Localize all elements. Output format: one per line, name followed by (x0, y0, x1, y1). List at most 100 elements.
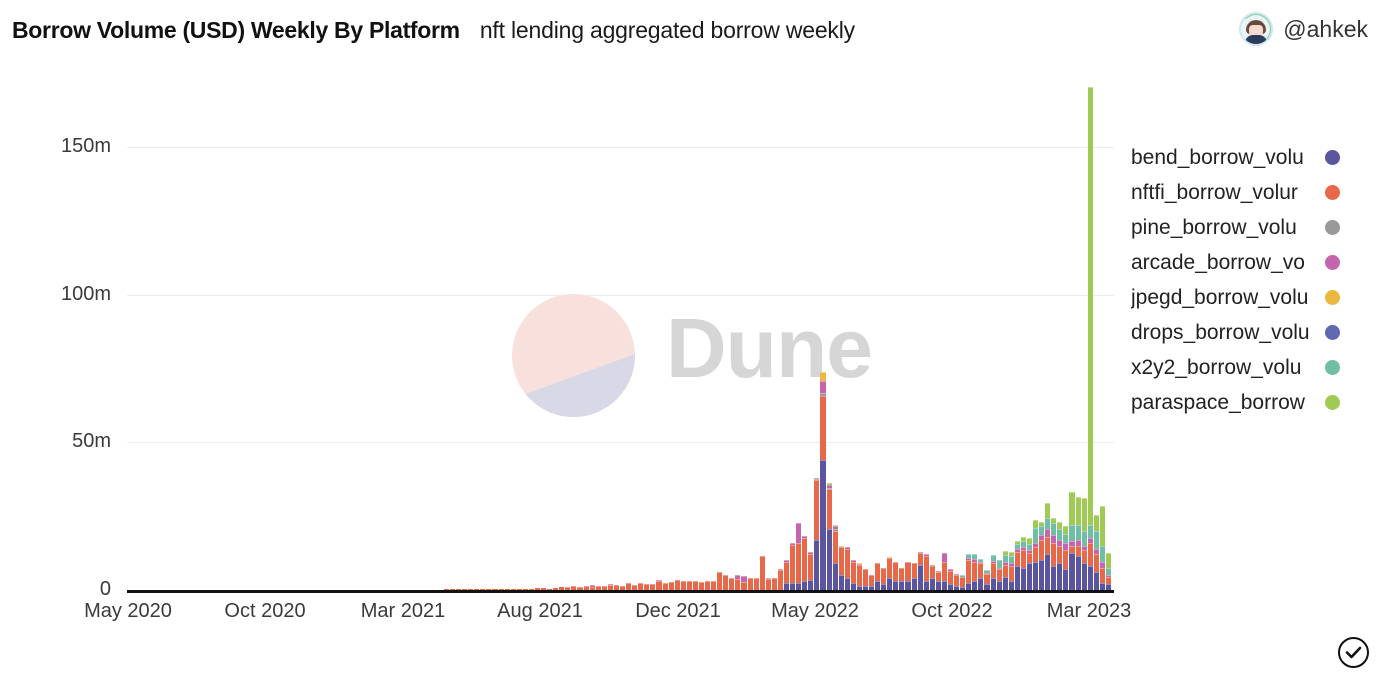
bar[interactable] (498, 588, 504, 590)
bar[interactable] (887, 556, 893, 590)
bar[interactable] (200, 589, 206, 590)
bar[interactable] (304, 589, 310, 590)
bar[interactable] (541, 587, 547, 590)
bar[interactable] (862, 569, 869, 590)
bar[interactable] (522, 588, 528, 590)
bar[interactable] (972, 554, 978, 590)
bar[interactable] (917, 551, 923, 590)
bar[interactable] (838, 545, 844, 590)
bar[interactable] (340, 589, 346, 590)
bar[interactable] (213, 589, 219, 590)
bar[interactable] (134, 589, 140, 590)
bar[interactable] (589, 585, 595, 590)
bar[interactable] (243, 589, 249, 590)
bar[interactable] (316, 589, 322, 590)
bar[interactable] (456, 589, 462, 590)
bar[interactable] (164, 589, 170, 590)
bar[interactable] (261, 589, 267, 590)
avatar[interactable] (1239, 12, 1274, 46)
bar[interactable] (395, 589, 401, 590)
bar[interactable] (802, 536, 808, 590)
bar[interactable] (711, 581, 717, 590)
bar[interactable] (923, 554, 929, 590)
bar[interactable] (1008, 551, 1014, 590)
bar[interactable] (1075, 496, 1081, 590)
bar[interactable] (219, 589, 225, 590)
bar[interactable] (705, 581, 711, 590)
bar[interactable] (474, 589, 480, 590)
bar[interactable] (856, 563, 862, 590)
legend-item-drops[interactable]: drops_borrow_volu (1131, 315, 1340, 350)
bar[interactable] (383, 589, 389, 590)
bar[interactable] (468, 589, 474, 590)
bar[interactable] (504, 588, 510, 590)
legend-item-paraspace[interactable]: paraspace_borrow (1131, 385, 1340, 420)
bar[interactable] (346, 589, 352, 590)
bar[interactable] (1105, 553, 1111, 590)
bar[interactable] (680, 581, 686, 590)
bar[interactable] (370, 589, 377, 590)
bar[interactable] (844, 547, 850, 590)
bar[interactable] (893, 561, 899, 590)
bar[interactable] (741, 575, 747, 590)
bar[interactable] (140, 589, 146, 590)
bar[interactable] (583, 585, 589, 590)
bar[interactable] (480, 589, 486, 590)
bar[interactable] (1033, 520, 1039, 590)
bar[interactable] (1051, 517, 1057, 590)
bar[interactable] (1045, 502, 1051, 590)
bar[interactable] (1081, 498, 1087, 590)
legend-item-nftfi[interactable]: nftfi_borrow_volur (1131, 175, 1340, 210)
bar[interactable] (401, 589, 407, 590)
bar[interactable] (449, 589, 455, 590)
bar[interactable] (413, 589, 419, 590)
bar[interactable] (935, 570, 941, 590)
bar[interactable] (790, 543, 796, 590)
bar[interactable] (1087, 86, 1093, 590)
bar[interactable] (996, 560, 1002, 590)
bar[interactable] (553, 587, 559, 590)
bar[interactable] (176, 589, 182, 590)
legend-item-x2y2[interactable]: x2y2_borrow_volu (1131, 350, 1340, 385)
bar[interactable] (1002, 550, 1008, 590)
bar[interactable] (1014, 541, 1020, 590)
bar[interactable] (650, 584, 656, 590)
bar[interactable] (796, 523, 802, 590)
bar[interactable] (377, 589, 383, 590)
bar[interactable] (777, 569, 783, 590)
bar[interactable] (128, 589, 134, 590)
bar[interactable] (182, 589, 188, 590)
bar[interactable] (279, 589, 285, 590)
bar[interactable] (905, 561, 911, 590)
bar[interactable] (784, 559, 790, 590)
bar[interactable] (820, 371, 826, 590)
bar[interactable] (547, 588, 553, 590)
bar[interactable] (814, 477, 820, 590)
bar[interactable] (407, 589, 413, 590)
bar[interactable] (225, 589, 231, 590)
bar[interactable] (723, 575, 729, 590)
bar[interactable] (1026, 538, 1033, 590)
bar[interactable] (462, 589, 468, 590)
bar[interactable] (292, 589, 298, 590)
bar[interactable] (692, 580, 698, 590)
author-badge[interactable]: @ahkek (1239, 12, 1368, 46)
bar[interactable] (620, 585, 626, 590)
bar[interactable] (595, 586, 601, 590)
bar[interactable] (146, 589, 152, 590)
bar[interactable] (1093, 514, 1099, 590)
bar[interactable] (850, 560, 856, 590)
bar[interactable] (419, 589, 425, 590)
bar[interactable] (826, 482, 832, 590)
bar[interactable] (626, 583, 632, 590)
bar[interactable] (237, 589, 243, 590)
bar[interactable] (431, 589, 437, 590)
bar[interactable] (152, 589, 158, 590)
bar[interactable] (534, 588, 541, 590)
bar[interactable] (911, 563, 917, 590)
bar[interactable] (990, 555, 996, 590)
bar[interactable] (1099, 505, 1105, 590)
bar[interactable] (1057, 521, 1063, 590)
bar[interactable] (638, 582, 644, 590)
bar[interactable] (717, 572, 723, 590)
